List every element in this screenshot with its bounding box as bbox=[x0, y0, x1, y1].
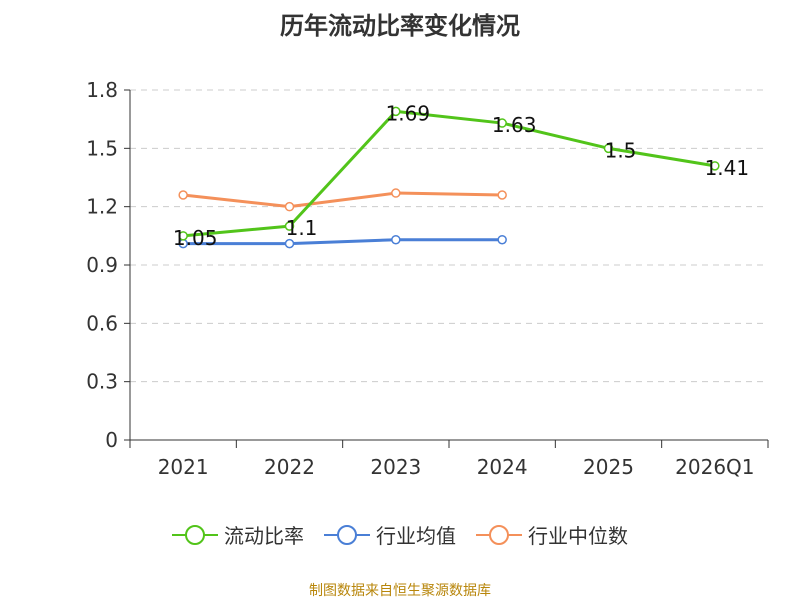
data-label: 1.1 bbox=[286, 216, 318, 240]
series-point-0 bbox=[391, 106, 401, 117]
series-point-0 bbox=[284, 221, 295, 231]
legend-label-industry-mean: 行业均值 bbox=[376, 524, 456, 548]
legend: 流动比率 行业均值 行业中位数 bbox=[0, 520, 800, 549]
y-tick-label: 0.6 bbox=[86, 311, 118, 335]
legend-item-industry-median[interactable]: 行业中位数 bbox=[476, 520, 628, 549]
series-point-0 bbox=[497, 118, 507, 128]
series-point-0 bbox=[603, 143, 614, 154]
legend-marker-industry-median bbox=[476, 524, 522, 545]
series-line-2 bbox=[183, 191, 503, 209]
x-tick-label: 2022 bbox=[264, 455, 315, 479]
x-tick-label: 2025 bbox=[583, 455, 634, 479]
series-line-0 bbox=[183, 109, 716, 238]
series-point-2 bbox=[391, 188, 401, 198]
data-label: 1.63 bbox=[492, 113, 537, 137]
y-tick-label: 0.9 bbox=[86, 253, 118, 277]
data-label-layer: 1.05 1.1 1.69 1.63 1.5 1.41 bbox=[173, 101, 749, 249]
axis-layer: 0 0.3 0.6 0.9 1.2 1.5 1.8 2021 2022 2023 2024 2025 2… bbox=[86, 78, 769, 479]
series-layer bbox=[178, 106, 720, 249]
grid-layer bbox=[130, 89, 768, 383]
x-tick-label: 2026Q1 bbox=[675, 455, 754, 479]
y-tick-label: 1.2 bbox=[86, 195, 118, 219]
series-point-2 bbox=[178, 190, 188, 200]
y-tick-label: 1.8 bbox=[86, 78, 118, 102]
data-label: 1.05 bbox=[173, 226, 218, 250]
legend-marker-industry-mean bbox=[324, 524, 370, 545]
y-tick-label: 0.3 bbox=[86, 370, 118, 394]
series-point-1 bbox=[391, 234, 401, 245]
x-tick-label: 2023 bbox=[370, 455, 421, 479]
legend-item-industry-mean[interactable]: 行业均值 bbox=[324, 520, 456, 549]
y-tick-label: 1.5 bbox=[86, 136, 118, 160]
legend-item-current-ratio[interactable]: 流动比率 bbox=[172, 520, 304, 549]
data-label: 1.5 bbox=[605, 138, 637, 162]
legend-label-current-ratio: 流动比率 bbox=[224, 524, 304, 548]
series-point-0 bbox=[178, 231, 188, 241]
legend-marker-current-ratio bbox=[172, 524, 218, 545]
series-point-0 bbox=[710, 161, 720, 171]
x-tick-label: 2021 bbox=[158, 455, 209, 479]
data-label: 1.69 bbox=[386, 101, 431, 125]
x-tick-label: 2024 bbox=[477, 455, 528, 479]
series-point-2 bbox=[284, 201, 295, 212]
series-point-2 bbox=[497, 190, 507, 200]
legend-label-industry-median: 行业中位数 bbox=[528, 524, 628, 548]
source-note: 制图数据来自恒生聚源数据库 bbox=[309, 583, 491, 599]
series-point-1 bbox=[497, 234, 507, 245]
series-line-1 bbox=[183, 238, 503, 246]
chart-title: 历年流动比率变化情况 bbox=[280, 12, 520, 40]
series-point-1 bbox=[284, 238, 295, 249]
data-label: 1.41 bbox=[705, 156, 750, 180]
y-tick-label: 0 bbox=[105, 428, 118, 452]
